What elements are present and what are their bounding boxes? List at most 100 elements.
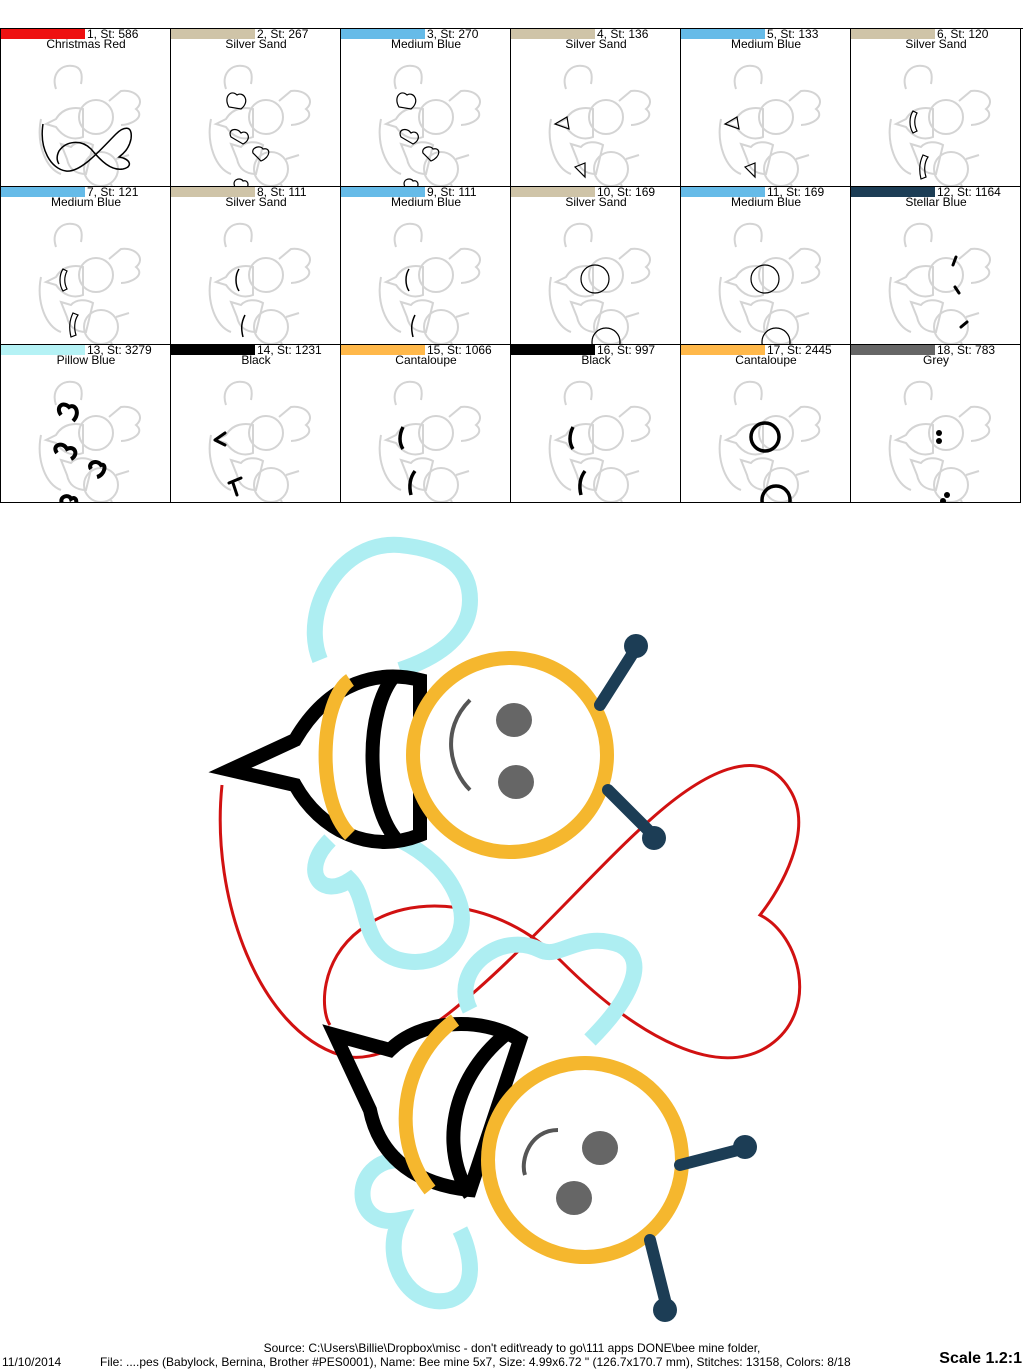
step-thumbnail — [208, 64, 311, 186]
source-path: Source: C:\Users\Billie\Dropbox\misc - d… — [263, 1341, 761, 1355]
color-step-cell: 14, St: 1231 Black — [171, 345, 341, 503]
color-step-cell: 7, St: 121 Medium Blue — [1, 187, 171, 345]
step-stitch-count: 5, St: 133 — [767, 29, 819, 41]
color-swatch — [341, 29, 425, 39]
thread-color-name: Silver Sand — [565, 195, 627, 209]
color-step-cell: 10, St: 169 Silver Sand — [511, 187, 681, 345]
step-stitch-count: 6, St: 120 — [937, 29, 989, 41]
color-step-cell: 2, St: 267 Silver Sand — [171, 29, 341, 187]
step-thumbnail — [208, 222, 311, 344]
bottom-bee — [322, 932, 757, 1322]
color-swatch — [341, 187, 425, 197]
step-stitch-count: 1, St: 586 — [87, 29, 139, 41]
step-stitch-count: 17, St: 2445 — [767, 345, 832, 357]
color-swatch — [851, 29, 935, 39]
color-step-cell: 11, St: 169 Medium Blue — [681, 187, 851, 345]
color-swatch — [851, 187, 935, 197]
thread-color-name: Silver Sand — [225, 195, 287, 209]
thread-color-name: Pillow Blue — [56, 353, 116, 367]
color-step-cell: 18, St: 783 Grey — [851, 345, 1021, 503]
step-stitch-count: 9, St: 111 — [427, 187, 477, 199]
step-thumbnail — [718, 380, 821, 502]
step-thumbnail — [38, 222, 141, 344]
thread-color-name: Silver Sand — [905, 37, 967, 51]
file-info: File: ....pes (Babylock, Bernina, Brothe… — [100, 1355, 851, 1369]
step-stitch-count: 18, St: 783 — [937, 345, 996, 357]
thread-color-name: Cantaloupe — [735, 353, 797, 367]
step-thumbnail — [38, 64, 141, 186]
color-swatch — [511, 187, 595, 197]
step-thumbnail — [548, 380, 651, 502]
color-swatch — [681, 29, 765, 39]
thread-color-name: Christmas Red — [46, 37, 126, 51]
step-thumbnail — [378, 64, 481, 186]
step-stitch-count: 13, St: 3279 — [87, 345, 152, 357]
step-stitch-count: 10, St: 169 — [597, 187, 656, 199]
color-step-cell: 3, St: 270 Medium Blue — [341, 29, 511, 187]
step-thumbnail — [38, 380, 141, 502]
step-stitch-count: 8, St: 111 — [257, 187, 307, 199]
color-swatch — [681, 345, 765, 355]
embroidery-preview — [208, 536, 802, 1322]
step-thumbnail — [718, 64, 821, 186]
thread-color-name: Medium Blue — [390, 195, 462, 209]
color-step-cell: 15, St: 1066 Cantaloupe — [341, 345, 511, 503]
info-footer: Source: C:\Users\Billie\Dropbox\misc - d… — [0, 1340, 1024, 1370]
step-stitch-count: 4, St: 136 — [597, 29, 649, 41]
thread-color-name: Black — [241, 353, 271, 367]
color-sequence-grid: 1, St: 586 Christmas Red 2, St: 267 Silver… — [0, 28, 1023, 503]
step-stitch-count: 12, St: 1164 — [937, 187, 1001, 199]
color-swatch — [171, 187, 255, 197]
color-step-cell: 13, St: 3279 Pillow Blue — [1, 345, 171, 503]
color-step-cell: 4, St: 136 Silver Sand — [511, 29, 681, 187]
color-step-cell: 1, St: 586 Christmas Red — [1, 29, 171, 187]
step-stitch-count: 2, St: 267 — [257, 29, 309, 41]
color-step-cell: 9, St: 111 Medium Blue — [341, 187, 511, 345]
step-thumbnail — [378, 222, 481, 344]
thread-color-name: Silver Sand — [565, 37, 627, 51]
thread-color-name: Medium Blue — [50, 195, 122, 209]
thread-color-name: Black — [581, 353, 611, 367]
step-stitch-count: 7, St: 121 — [87, 187, 139, 199]
thread-color-name: Silver Sand — [225, 37, 287, 51]
thread-color-name: Stellar Blue — [905, 195, 967, 209]
step-stitch-count: 11, St: 169 — [767, 187, 825, 199]
step-thumbnail — [888, 222, 991, 344]
print-date: 11/10/2014 — [2, 1355, 62, 1369]
color-step-cell: 5, St: 133 Medium Blue — [681, 29, 851, 187]
step-stitch-count: 15, St: 1066 — [427, 345, 492, 357]
color-step-cell: 12, St: 1164 Stellar Blue — [851, 187, 1021, 345]
step-thumbnail — [718, 222, 821, 344]
color-swatch — [511, 345, 595, 355]
top-bee — [208, 536, 666, 970]
thread-color-name: Medium Blue — [730, 37, 802, 51]
color-swatch — [341, 345, 425, 355]
step-stitch-count: 3, St: 270 — [427, 29, 479, 41]
color-swatch — [1, 29, 85, 39]
color-step-cell: 17, St: 2445 Cantaloupe — [681, 345, 851, 503]
step-thumbnail — [548, 222, 651, 344]
scale-label: Scale 1.2:1 — [939, 1350, 1022, 1367]
step-stitch-count: 16, St: 997 — [597, 345, 656, 357]
step-stitch-count: 14, St: 1231 — [257, 345, 322, 357]
color-swatch — [1, 187, 85, 197]
step-thumbnail — [888, 380, 991, 502]
color-step-cell: 16, St: 997 Black — [511, 345, 681, 503]
color-swatch — [171, 345, 255, 355]
infinity-heart-stitch — [218, 764, 802, 1060]
thread-color-name: Cantaloupe — [395, 353, 457, 367]
thread-color-name: Grey — [922, 353, 949, 367]
color-swatch — [851, 345, 935, 355]
color-swatch — [511, 29, 595, 39]
color-swatch — [681, 187, 765, 197]
color-swatch — [171, 29, 255, 39]
thread-color-name: Medium Blue — [730, 195, 802, 209]
step-thumbnail — [888, 64, 991, 186]
step-thumbnail — [548, 64, 651, 186]
color-step-cell: 8, St: 111 Silver Sand — [171, 187, 341, 345]
thread-color-name: Medium Blue — [390, 37, 462, 51]
step-thumbnail — [208, 380, 311, 502]
step-thumbnail — [378, 380, 481, 502]
color-swatch — [1, 345, 85, 355]
color-step-cell: 6, St: 120 Silver Sand — [851, 29, 1021, 187]
